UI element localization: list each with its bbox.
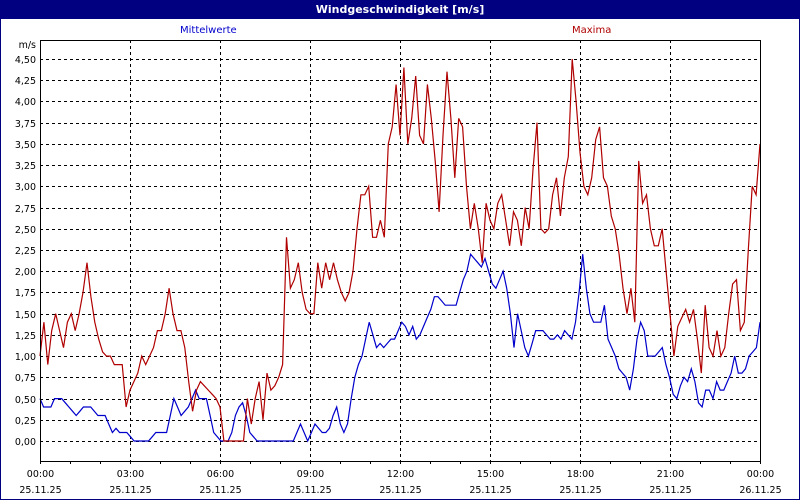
y-tick-label: 0,75 xyxy=(15,373,36,384)
x-tick-time: 21:00 xyxy=(657,469,684,480)
y-axis-labels: 0,00 0,25 0,50 0,75 1,00 1,25 1,50 1,75 2,00 2,25… xyxy=(15,55,36,448)
y-tick-label: 2,00 xyxy=(15,267,36,278)
x-tick-date: 25.11.25 xyxy=(289,485,331,496)
axes xyxy=(40,40,761,464)
y-tick-label: 1,00 xyxy=(15,352,36,363)
x-tick-time: 03:00 xyxy=(117,469,144,480)
y-tick-label: 2,50 xyxy=(15,225,36,236)
series-line-mittelwerte xyxy=(39,252,761,443)
y-tick-label: 0,00 xyxy=(15,437,36,448)
y-tick-label: 0,25 xyxy=(15,416,36,427)
x-tick-time: 18:00 xyxy=(567,469,594,480)
x-tick-time: 06:00 xyxy=(207,469,234,480)
y-tick-label: 2,75 xyxy=(15,204,36,215)
x-tick-date: 25.11.25 xyxy=(469,485,511,496)
plot-frame xyxy=(40,40,761,462)
y-axis-unit: m/s xyxy=(19,40,36,51)
x-tick-date: 25.11.25 xyxy=(199,485,241,496)
y-tick-label: 4,25 xyxy=(15,76,36,87)
legend-max: Maxima xyxy=(572,25,612,36)
y-tick-label: 0,50 xyxy=(15,395,36,406)
data-series xyxy=(39,58,761,443)
y-tick-label: 2,25 xyxy=(15,246,36,257)
y-tick-label: 4,50 xyxy=(15,55,36,66)
y-tick-label: 3,00 xyxy=(15,182,36,193)
x-axis-labels: 00:00 25.11.25 03:00 25.11.25 06:00 25.11.25 0… xyxy=(19,469,781,496)
grid-lines xyxy=(40,40,760,461)
chart-title: Windgeschwindigkeit [m/s] xyxy=(0,0,800,19)
x-tick-date: 25.11.25 xyxy=(19,485,61,496)
series-line-maxima xyxy=(39,58,761,442)
x-tick-date: 25.11.25 xyxy=(109,485,151,496)
y-tick-label: 1,25 xyxy=(15,331,36,342)
y-tick-label: 4,00 xyxy=(15,97,36,108)
legend-mean: Mittelwerte xyxy=(180,25,237,36)
x-tick-date: 25.11.25 xyxy=(559,485,601,496)
y-tick-label: 1,75 xyxy=(15,288,36,299)
y-tick-label: 3,25 xyxy=(15,161,36,172)
x-tick-time: 15:00 xyxy=(477,469,504,480)
x-tick-date: 25.11.25 xyxy=(649,485,691,496)
x-tick-time: 12:00 xyxy=(387,469,414,480)
x-tick-date: 26.11.25 xyxy=(739,485,781,496)
y-tick-label: 3,50 xyxy=(15,140,36,151)
x-tick-time: 09:00 xyxy=(297,469,324,480)
x-tick-time: 00:00 xyxy=(747,469,774,480)
y-tick-label: 1,50 xyxy=(15,310,36,321)
y-tick-label: 3,75 xyxy=(15,119,36,130)
x-tick-date: 25.11.25 xyxy=(379,485,421,496)
x-tick-time: 00:00 xyxy=(27,469,54,480)
